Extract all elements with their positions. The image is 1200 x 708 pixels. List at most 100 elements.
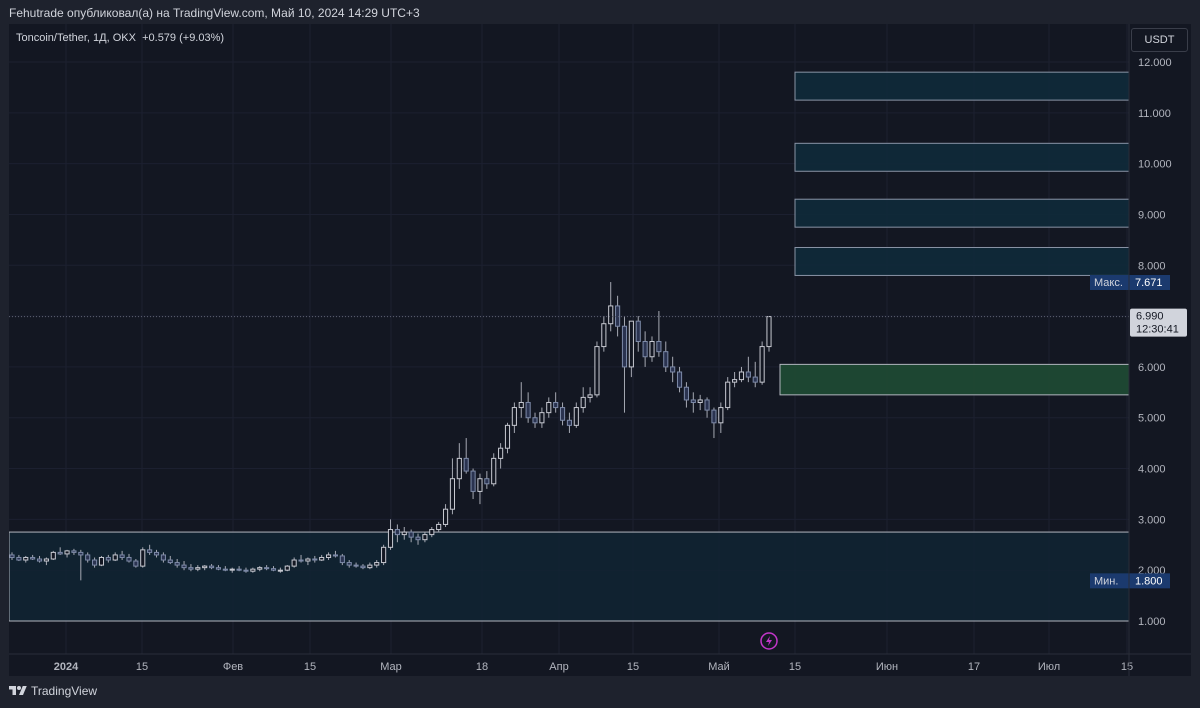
candle-body (374, 562, 380, 566)
candle-body (539, 412, 545, 424)
candle-body (353, 564, 359, 567)
publish-bar: Fehutrade опубликовал(а) на TradingView.… (0, 0, 1200, 24)
candle-body (209, 565, 215, 569)
candle-body (725, 381, 731, 409)
max-price-value-box (1130, 274, 1170, 290)
candle-body (98, 556, 105, 566)
price-tick-label: 12.000 (1138, 57, 1172, 69)
time-tick-label: 18 (476, 661, 488, 673)
candle-body (270, 568, 277, 571)
candle-body (9, 554, 15, 558)
candle-body (601, 323, 607, 348)
candle-body (277, 569, 283, 572)
candle-body (732, 379, 738, 383)
price-tick-label: 8.000 (1138, 260, 1166, 272)
currency-button[interactable]: USDT (1131, 28, 1188, 52)
symbol-info: Toncoin/Tether, 1Д, OKX +0.579 (+9.03%) (16, 32, 224, 44)
candle-body (498, 447, 504, 459)
candle-body (525, 401, 531, 419)
candle-body (71, 550, 77, 553)
candle-body (683, 386, 689, 401)
candle-body (518, 401, 524, 409)
candle-body (594, 346, 600, 396)
price-tick-label: 6.000 (1138, 362, 1166, 374)
candle-body (298, 559, 304, 562)
candle-body (745, 371, 751, 378)
candle-body (491, 457, 497, 485)
time-tick-label: 15 (627, 661, 639, 673)
candle-body (580, 396, 586, 409)
candle-body (119, 554, 125, 558)
zone-resistance-1 (794, 142, 1130, 172)
candle-body (663, 351, 669, 368)
candle-body (759, 346, 765, 383)
footer-brand: TradingView (31, 684, 98, 698)
candle-body (442, 508, 449, 525)
candle-body (635, 320, 641, 343)
max-price-value: 7.671 (1135, 277, 1163, 289)
candle-body (615, 305, 621, 327)
candle-body (195, 567, 201, 570)
candle-body (57, 551, 63, 555)
candle-body (202, 565, 208, 569)
candle-body (704, 399, 710, 411)
tradingview-logo[interactable]: TradingView (9, 684, 97, 698)
candle-body (236, 568, 242, 571)
min-price-tag-box (1090, 573, 1130, 589)
lightning-bolt-icon (766, 636, 772, 646)
zone-resistance-3 (794, 246, 1130, 276)
candle-body (752, 376, 758, 383)
countdown-label: 12:30:41 (1136, 324, 1179, 336)
candle-body (381, 546, 387, 564)
candle-body (738, 371, 745, 381)
time-tick-label: Июн (876, 661, 898, 673)
candle-body (264, 567, 270, 570)
candle-body (656, 341, 662, 353)
candle-body (215, 567, 222, 570)
tradingview-logo-icon (9, 686, 27, 695)
time-tick-label: 15 (304, 661, 316, 673)
candle-body (463, 457, 469, 472)
candle-body (126, 556, 132, 562)
candle-body (711, 409, 717, 424)
last-price-box (1130, 308, 1187, 337)
time-tick-label: Апр (549, 661, 568, 673)
candle-body (319, 556, 325, 561)
footer: TradingView (0, 676, 1200, 708)
candle-body (346, 562, 352, 566)
min-price-value-box (1130, 573, 1170, 589)
symbol-name: Toncoin/Tether, 1Д, OKX (16, 32, 136, 44)
candle-body (566, 419, 572, 426)
candle-body (305, 558, 311, 562)
candle-body (449, 478, 456, 510)
chart-area[interactable]: 12.000 11.000 10.000 9.000 8.000 6.000 5.000 4.… (9, 24, 1191, 676)
candle-body (174, 562, 180, 566)
candle-body (415, 536, 421, 541)
price-tick-label: 9.000 (1138, 209, 1166, 221)
candle-body (50, 551, 56, 560)
candle-body (367, 564, 373, 569)
candle-body (387, 529, 394, 548)
candle-body (546, 401, 552, 414)
candle-body (587, 394, 593, 398)
candle-body (105, 556, 111, 561)
candle-body (112, 554, 118, 561)
candle-body (36, 558, 43, 562)
candle-body (484, 478, 490, 485)
candle-body (167, 559, 173, 564)
candle-body (456, 457, 462, 480)
time-tick-label: Май (708, 661, 730, 673)
candle-body (477, 478, 483, 492)
candle-body (250, 568, 256, 572)
candle-body (257, 567, 263, 570)
candle-body (339, 555, 345, 564)
max-price-tag: Макс. (1094, 277, 1123, 289)
candle-body (284, 565, 290, 571)
candle-body (16, 556, 22, 561)
candle-body (229, 568, 235, 571)
lightning-icon[interactable] (760, 632, 778, 650)
candle-body (64, 550, 70, 555)
candlestick-chart[interactable]: 12.000 11.000 10.000 9.000 8.000 6.000 5.000 4.… (9, 24, 1191, 676)
zone-support-green-4 (779, 363, 1130, 396)
candle-body (697, 399, 703, 403)
